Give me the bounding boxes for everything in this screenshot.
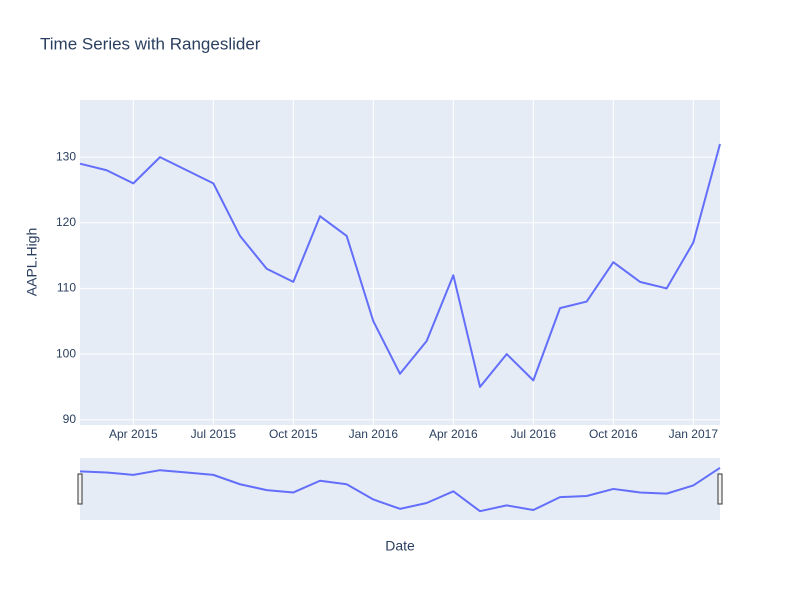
- x-tick-label: Jul 2015: [191, 427, 237, 441]
- x-tick-label: Jan 2016: [349, 427, 399, 441]
- y-tick-label: 110: [57, 281, 76, 295]
- rangeslider-line: [79, 467, 721, 513]
- chart-title: Time Series with Rangeslider: [40, 34, 261, 53]
- y-tick-label: 130: [56, 149, 76, 163]
- x-tick-label: Apr 2015: [109, 427, 158, 441]
- x-axis-title: Date: [385, 538, 415, 554]
- rangeslider[interactable]: [80, 458, 720, 520]
- y-tick-label: 100: [56, 346, 76, 360]
- data-line: [79, 143, 721, 388]
- plot-area: [80, 100, 720, 425]
- x-tick-label: Oct 2016: [589, 427, 638, 441]
- x-tick-label: Oct 2015: [269, 427, 318, 441]
- y-tick-label: 90: [63, 412, 77, 426]
- rangeslider-handle[interactable]: [717, 473, 723, 505]
- x-tick-label: Jan 2017: [669, 427, 719, 441]
- x-tick-label: Apr 2016: [429, 427, 478, 441]
- rangeslider-handle[interactable]: [77, 473, 83, 505]
- y-tick-label: 120: [56, 215, 76, 229]
- y-axis-title: AAPL.High: [24, 228, 40, 296]
- x-tick-label: Jul 2016: [511, 427, 557, 441]
